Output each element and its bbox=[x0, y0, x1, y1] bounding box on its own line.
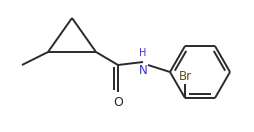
Text: N: N bbox=[139, 64, 147, 77]
Text: Br: Br bbox=[179, 70, 192, 83]
Text: H: H bbox=[139, 48, 147, 58]
Text: O: O bbox=[113, 96, 123, 109]
